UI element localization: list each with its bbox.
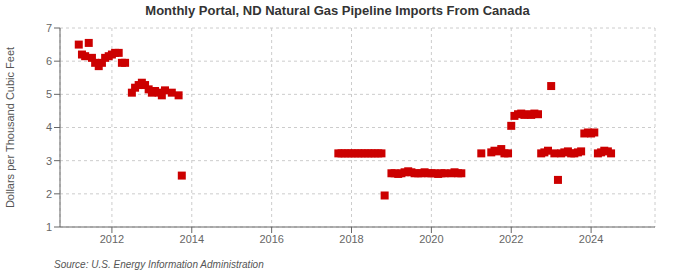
svg-text:2016: 2016 [259, 233, 283, 245]
svg-text:6: 6 [46, 55, 52, 67]
svg-text:2014: 2014 [180, 233, 204, 245]
svg-text:2: 2 [46, 188, 52, 200]
svg-text:7: 7 [46, 22, 52, 34]
svg-text:5: 5 [46, 88, 52, 100]
svg-text:2018: 2018 [339, 233, 363, 245]
svg-text:2024: 2024 [579, 233, 603, 245]
svg-text:2020: 2020 [419, 233, 443, 245]
svg-text:3: 3 [46, 155, 52, 167]
svg-text:Dollars per Thousand Cubic Fee: Dollars per Thousand Cubic Feet [8, 47, 16, 208]
svg-text:2012: 2012 [100, 233, 124, 245]
html-text:Source: U.S. Energy Informatio: Source: U.S. Energy Information Administ… [54, 259, 264, 270]
svg-text:4: 4 [46, 121, 52, 133]
svg-text:2022: 2022 [499, 233, 523, 245]
svg-text:1: 1 [46, 221, 52, 233]
html-text:Monthly Portal, ND Natural Gas: Monthly Portal, ND Natural Gas Pipeline … [145, 3, 530, 18]
